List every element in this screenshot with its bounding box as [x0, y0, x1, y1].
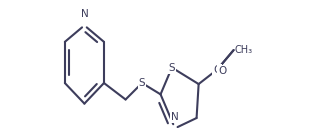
Text: N: N [171, 112, 179, 122]
Text: N: N [81, 9, 88, 19]
Text: O: O [213, 65, 221, 75]
Text: O: O [218, 66, 226, 76]
Text: CH₃: CH₃ [235, 45, 253, 55]
Text: S: S [139, 78, 146, 88]
Text: S: S [169, 63, 175, 73]
